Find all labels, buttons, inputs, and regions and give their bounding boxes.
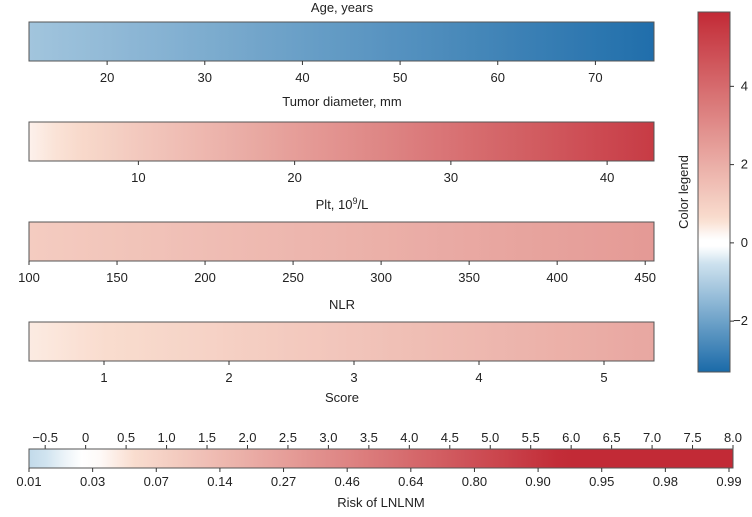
legend-title: Color legend: [676, 155, 691, 229]
score-tick-label: 1.0: [158, 430, 176, 445]
plt-tick-label: 350: [458, 270, 480, 285]
score-tick-label: 7.0: [643, 430, 661, 445]
color-legend: −2 0 2 4 Color legend: [676, 11, 748, 373]
age-tick-label: 40: [295, 70, 309, 85]
risk-tick-label: 0.01: [16, 474, 41, 489]
risk-tick-label: 0.27: [271, 474, 296, 489]
risk-tick-label: 0.03: [80, 474, 105, 489]
age-tick-label: 20: [100, 70, 114, 85]
risk-tick-label: 0.99: [716, 474, 741, 489]
risk-tick-label: 0.98: [653, 474, 678, 489]
tumor-tick-label: 40: [600, 170, 614, 185]
score-tick-label: −0.5: [32, 430, 58, 445]
plt-title-sup: 9: [353, 196, 358, 206]
plt-tick-label: 100: [18, 270, 40, 285]
score-ticks: −0.5 0 0.5 1.0 1.5 2.0 2.5 3.0 3.5 4.0 4.5 5.0 5.5 6.…: [32, 430, 742, 449]
tumor-panel: Tumor diameter, mm 10 20 30 40: [28, 94, 655, 185]
risk-tick-label: 0.46: [335, 474, 360, 489]
risk-tick-label: 0.14: [207, 474, 232, 489]
score-tick-label: 6.0: [562, 430, 580, 445]
plt-ticks: 100 150 200 250 300 350 400 450: [18, 261, 656, 285]
score-tick-label: 5.5: [522, 430, 540, 445]
score-tick-label: 7.5: [684, 430, 702, 445]
score-tick-label: 8.0: [724, 430, 742, 445]
nlr-tick-label: 4: [475, 370, 482, 385]
plt-tick-label: 150: [106, 270, 128, 285]
score-scale: −0.5 0 0.5 1.0 1.5 2.0 2.5 3.0 3.5 4.0 4.5 5.0 5.5 6.…: [16, 430, 742, 510]
age-panel: Age, years 20 30 40 50 60 70: [28, 0, 655, 85]
risk-tick-label: 0.64: [398, 474, 423, 489]
age-tick-label: 50: [393, 70, 407, 85]
score-tick-label: 6.5: [603, 430, 621, 445]
plt-title: Plt, 109/L: [316, 196, 369, 212]
age-tick-label: 30: [198, 70, 212, 85]
tumor-tick-label: 20: [287, 170, 301, 185]
plt-tick-label: 250: [282, 270, 304, 285]
plt-tick-label: 400: [546, 270, 568, 285]
plt-title-main: Plt, 10: [316, 197, 353, 212]
nlr-tick-label: 3: [350, 370, 357, 385]
legend-tick-label: 4: [741, 78, 748, 93]
age-bar: [28, 21, 655, 62]
legend-bar: [697, 11, 731, 373]
nlr-title: NLR: [329, 297, 355, 312]
nlr-tick-label: 1: [100, 370, 107, 385]
score-tick-label: 3.5: [360, 430, 378, 445]
plt-panel: Plt, 109/L 100 150 200 250 300 350 400 450: [18, 196, 656, 285]
score-tick-label: 1.5: [198, 430, 216, 445]
risk-tick-label: 0.07: [144, 474, 169, 489]
age-title: Age, years: [311, 0, 374, 15]
legend-tick-label: 0: [741, 235, 748, 250]
risk-tick-label: 0.95: [589, 474, 614, 489]
nlr-tick-label: 5: [600, 370, 607, 385]
score-tick-label: 2.0: [238, 430, 256, 445]
score-title: Score: [325, 390, 359, 405]
nlr-bar: [28, 321, 655, 362]
tumor-tick-label: 10: [131, 170, 145, 185]
tumor-title: Tumor diameter, mm: [282, 94, 401, 109]
score-bar: [28, 448, 734, 469]
score-tick-label: 0.5: [117, 430, 135, 445]
plt-title-tail: /L: [358, 197, 369, 212]
legend-tick-label: 2: [741, 157, 748, 172]
plt-bar: [28, 221, 655, 262]
legend-tick-label: −2: [733, 313, 748, 328]
score-tick-label: 4.0: [400, 430, 418, 445]
nlr-tick-label: 2: [225, 370, 232, 385]
score-tick-label: 5.0: [481, 430, 499, 445]
nlr-panel: NLR 1 2 3 4 5: [28, 297, 655, 385]
risk-title: Risk of LNLNM: [337, 495, 424, 510]
risk-tick-label: 0.80: [462, 474, 487, 489]
plt-tick-label: 450: [634, 270, 656, 285]
tumor-tick-label: 30: [444, 170, 458, 185]
risk-tick-label: 0.90: [525, 474, 550, 489]
legend-ticks: −2 0 2 4: [730, 78, 748, 328]
nlr-ticks: 1 2 3 4 5: [100, 361, 608, 385]
age-tick-label: 70: [588, 70, 602, 85]
age-tick-label: 60: [491, 70, 505, 85]
age-ticks: 20 30 40 50 60 70: [100, 61, 603, 85]
score-tick-label: 2.5: [279, 430, 297, 445]
tumor-bar: [28, 121, 655, 162]
score-tick-label: 4.5: [441, 430, 459, 445]
risk-ticks: 0.01 0.03 0.07 0.14 0.27 0.46 0.64 0.80 0.90 0.95…: [16, 468, 742, 489]
plt-tick-label: 300: [370, 270, 392, 285]
score-tick-label: 0: [82, 430, 89, 445]
tumor-ticks: 10 20 30 40: [131, 161, 614, 185]
score-tick-label: 3.0: [319, 430, 337, 445]
plt-tick-label: 200: [194, 270, 216, 285]
